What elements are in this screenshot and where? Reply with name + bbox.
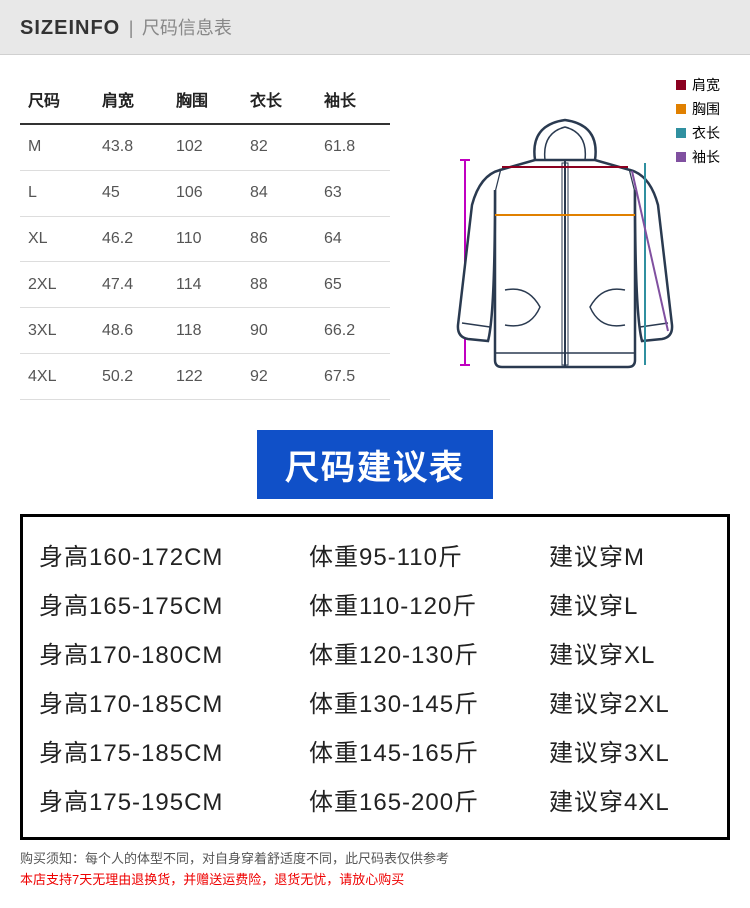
table-cell: 65: [316, 262, 390, 308]
table-cell: 47.4: [94, 262, 168, 308]
table-cell: M: [20, 124, 94, 170]
rec-size: 建议穿2XL: [549, 684, 711, 719]
legend-item: 胸围: [676, 99, 720, 119]
header-title: SIZEINFO: [20, 17, 120, 39]
rec-height: 身高170-180CM: [39, 635, 309, 670]
table-cell: 4XL: [20, 354, 94, 400]
table-cell: 45: [94, 170, 168, 216]
rec-size: 建议穿3XL: [549, 733, 711, 768]
legend-label: 胸围: [692, 99, 720, 119]
recommendation-row: 身高175-195CM体重165-200斤建议穿4XL: [39, 782, 711, 817]
table-cell: 92: [242, 354, 316, 400]
table-cell: 50.2: [94, 354, 168, 400]
table-cell: L: [20, 170, 94, 216]
legend-item: 肩宽: [676, 75, 720, 95]
return-policy-note: 本店支持7天无理由退换货，并赠送运费险，退货无忧，请放心购买: [20, 869, 730, 888]
diagram-area: 肩宽胸围衣长袖长: [390, 75, 730, 400]
table-cell: 82: [242, 124, 316, 170]
recommendation-box: 身高160-172CM体重95-110斤建议穿M 身高165-175CM体重110…: [20, 514, 730, 840]
table-cell: 2XL: [20, 262, 94, 308]
rec-height: 身高175-195CM: [39, 782, 309, 817]
rec-weight: 体重110-120斤: [309, 586, 549, 621]
legend-label: 衣长: [692, 123, 720, 143]
table-cell: 84: [242, 170, 316, 216]
rec-height: 身高175-185CM: [39, 733, 309, 768]
rec-height: 身高160-172CM: [39, 537, 309, 572]
table-cell: 118: [168, 308, 242, 354]
table-cell: 46.2: [94, 216, 168, 262]
rec-size: 建议穿4XL: [549, 782, 711, 817]
table-header: 肩宽: [94, 75, 168, 124]
table-cell: 88: [242, 262, 316, 308]
rec-weight: 体重95-110斤: [309, 537, 549, 572]
table-cell: 67.5: [316, 354, 390, 400]
recommendation-title: 尺码建议表: [257, 430, 493, 499]
rec-height: 身高165-175CM: [39, 586, 309, 621]
recommendation-row: 身高165-175CM体重110-120斤建议穿L: [39, 586, 711, 621]
legend-item: 袖长: [676, 147, 720, 167]
table-cell: 64: [316, 216, 390, 262]
table-cell: 122: [168, 354, 242, 400]
table-row: 3XL48.61189066.2: [20, 308, 390, 354]
recommendation-row: 身高160-172CM体重95-110斤建议穿M: [39, 537, 711, 572]
legend-label: 肩宽: [692, 75, 720, 95]
rec-weight: 体重130-145斤: [309, 684, 549, 719]
table-cell: 63: [316, 170, 390, 216]
table-cell: 3XL: [20, 308, 94, 354]
legend-swatch: [676, 128, 686, 138]
table-cell: 90: [242, 308, 316, 354]
table-row: XL46.21108664: [20, 216, 390, 262]
legend-swatch: [676, 104, 686, 114]
recommendation-row: 身高170-185CM体重130-145斤建议穿2XL: [39, 684, 711, 719]
table-header: 胸围: [168, 75, 242, 124]
header-subtitle: 尺码信息表: [142, 18, 232, 38]
legend-label: 袖长: [692, 147, 720, 167]
table-cell: 106: [168, 170, 242, 216]
rec-weight: 体重120-130斤: [309, 635, 549, 670]
jacket-diagram: [410, 115, 710, 395]
table-cell: 48.6: [94, 308, 168, 354]
table-cell: 61.8: [316, 124, 390, 170]
table-header: 袖长: [316, 75, 390, 124]
table-row: 2XL47.41148865: [20, 262, 390, 308]
table-cell: 43.8: [94, 124, 168, 170]
legend: 肩宽胸围衣长袖长: [676, 75, 720, 171]
table-cell: 114: [168, 262, 242, 308]
rec-size: 建议穿L: [549, 586, 711, 621]
table-row: M43.81028261.8: [20, 124, 390, 170]
size-table: 尺码肩宽胸围衣长袖长 M43.81028261.8L451068463XL46.…: [20, 75, 390, 400]
rec-size: 建议穿M: [549, 537, 711, 572]
purchase-note: 购买须知：每个人的体型不同，对自身穿着舒适度不同，此尺码表仅供参考: [20, 848, 730, 867]
legend-item: 衣长: [676, 123, 720, 143]
rec-weight: 体重145-165斤: [309, 733, 549, 768]
table-cell: 102: [168, 124, 242, 170]
rec-height: 身高170-185CM: [39, 684, 309, 719]
legend-swatch: [676, 80, 686, 90]
rec-weight: 体重165-200斤: [309, 782, 549, 817]
header-divider: |: [129, 18, 134, 38]
table-cell: 110: [168, 216, 242, 262]
table-header: 尺码: [20, 75, 94, 124]
table-cell: 86: [242, 216, 316, 262]
table-row: L451068463: [20, 170, 390, 216]
table-header: 衣长: [242, 75, 316, 124]
recommendation-row: 身高175-185CM体重145-165斤建议穿3XL: [39, 733, 711, 768]
header-bar: SIZEINFO | 尺码信息表: [0, 0, 750, 55]
recommendation-row: 身高170-180CM体重120-130斤建议穿XL: [39, 635, 711, 670]
rec-size: 建议穿XL: [549, 635, 711, 670]
legend-swatch: [676, 152, 686, 162]
table-cell: XL: [20, 216, 94, 262]
table-row: 4XL50.21229267.5: [20, 354, 390, 400]
table-cell: 66.2: [316, 308, 390, 354]
